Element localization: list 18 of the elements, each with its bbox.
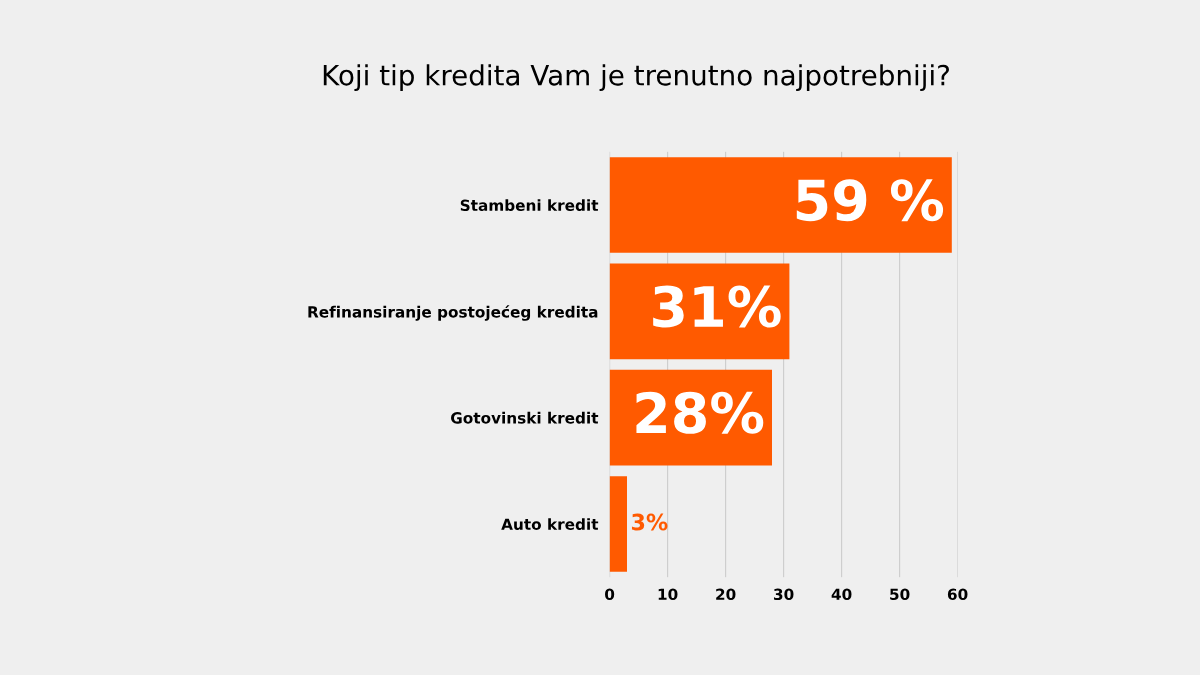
x-tick-label: 20: [716, 588, 736, 601]
y-tick-label: Gotovinski kredit: [451, 411, 599, 424]
data-label: 31%: [653, 285, 781, 328]
y-tick-label: Stambeni kredit: [460, 199, 599, 212]
x-tick-label: 50: [890, 588, 910, 601]
data-label: 59 %: [796, 179, 944, 222]
x-tick-label: 10: [658, 588, 678, 601]
bar: [609, 157, 952, 253]
bar: [609, 476, 627, 572]
x-tick-label: 60: [947, 588, 968, 601]
data-label: 3%: [631, 513, 668, 531]
y-tick-label: Refinansiranje postojećeg kredita: [308, 305, 598, 321]
x-tick-label: 40: [831, 588, 852, 601]
x-tick-label: 30: [773, 588, 794, 601]
y-tick-label: Auto kredit: [501, 518, 599, 530]
chart-title: Koji tip kredita Vam je trenutno najpotrebniji?: [323, 64, 949, 92]
x-tick-label: 0: [605, 588, 615, 601]
data-label: 28%: [636, 391, 764, 434]
